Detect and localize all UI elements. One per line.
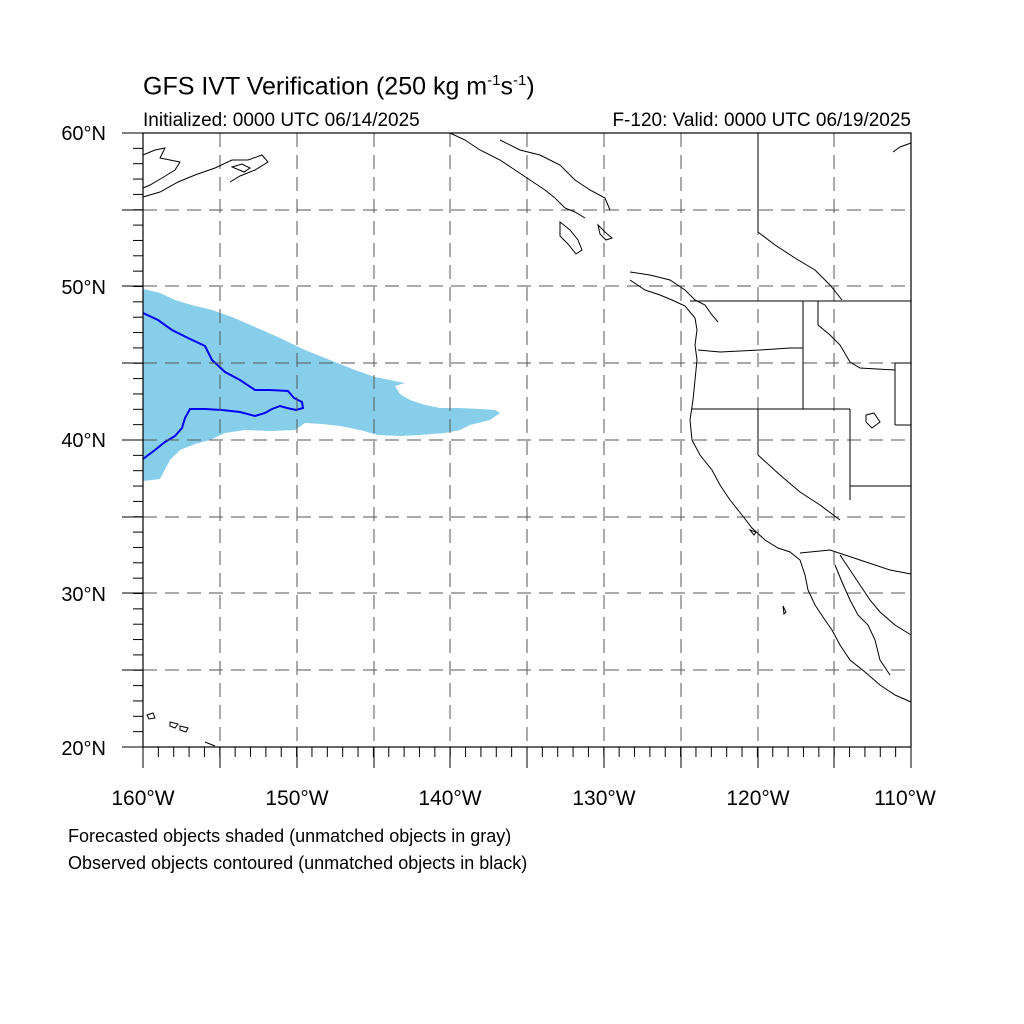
minor-ticks <box>133 132 912 757</box>
lon-label-160w: 160°W <box>111 787 174 810</box>
longitude-labels: 160°W 150°W 140°W 130°W 120°W 110°W <box>111 787 936 810</box>
lat-label-50: 50°N <box>61 277 106 299</box>
gridlines <box>143 133 911 747</box>
lat-label-20: 20°N <box>61 738 106 760</box>
map-title: GFS IVT Verification (250 kg m-1s-1) <box>143 72 535 101</box>
tick-marks <box>122 132 912 768</box>
lon-label-140w: 140°W <box>418 787 481 810</box>
lon-label-130w: 130°W <box>572 787 635 810</box>
footnote-forecast: Forecasted objects shaded (unmatched obj… <box>68 826 512 846</box>
observed-ivt-contour <box>142 312 305 460</box>
lon-label-120w: 120°W <box>726 787 789 810</box>
lat-label-40: 40°N <box>61 430 106 452</box>
latitude-labels: 60°N 50°N 40°N 30°N 20°N <box>61 123 106 760</box>
lon-label-110w: 110°W <box>874 787 936 810</box>
coastlines <box>142 132 912 747</box>
lat-label-60: 60°N <box>61 123 106 145</box>
lat-label-30: 30°N <box>61 584 106 606</box>
lon-label-150w: 150°W <box>265 787 328 810</box>
footnote-observed: Observed objects contoured (unmatched ob… <box>68 853 528 873</box>
political-borders <box>690 133 912 575</box>
valid-time: F-120: Valid: 0000 UTC 06/19/2025 <box>612 110 911 131</box>
initialized-time: Initialized: 0000 UTC 06/14/2025 <box>143 110 420 131</box>
forecast-ivt-object <box>143 289 500 481</box>
